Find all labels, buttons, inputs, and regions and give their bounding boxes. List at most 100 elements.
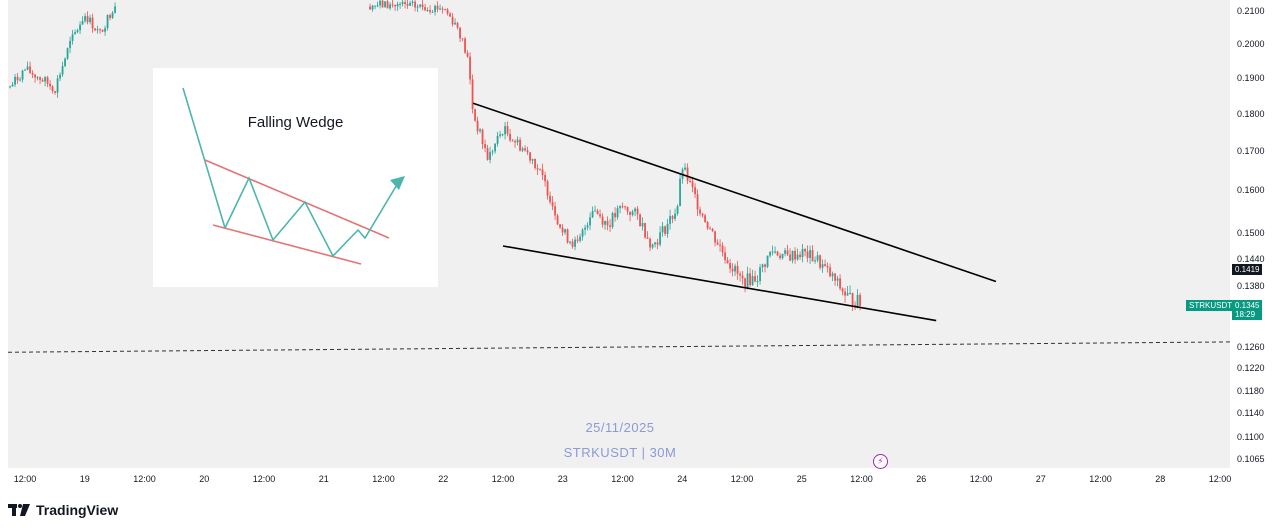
watermark-date: 25/11/2025 bbox=[585, 420, 655, 435]
candle-body bbox=[821, 264, 824, 268]
candle-body bbox=[766, 255, 769, 267]
candle-body bbox=[414, 1, 416, 8]
candle-body bbox=[404, 2, 406, 5]
candle-body bbox=[604, 220, 606, 225]
price-tick-label: 0.1260 bbox=[1237, 342, 1265, 352]
candle-body bbox=[629, 211, 631, 215]
candle-body bbox=[749, 273, 751, 286]
candle-body bbox=[526, 150, 529, 153]
time-tick-label: 27 bbox=[1036, 474, 1046, 484]
price-tick-label: 0.2100 bbox=[1237, 6, 1265, 16]
candle-body bbox=[666, 223, 669, 234]
candle-body bbox=[571, 241, 574, 247]
candle-body bbox=[46, 77, 49, 84]
price-axis[interactable] bbox=[1230, 0, 1280, 488]
time-tick-label: 21 bbox=[319, 474, 329, 484]
candle-body bbox=[91, 17, 94, 29]
candle-body bbox=[516, 139, 519, 143]
candle-body bbox=[421, 4, 424, 8]
candle-body bbox=[579, 236, 581, 241]
candle-body bbox=[859, 294, 861, 306]
candle-body bbox=[634, 208, 636, 212]
candle-body bbox=[744, 278, 746, 288]
candle-body bbox=[9, 86, 11, 88]
candle-body bbox=[486, 148, 489, 160]
wedge-zigzag bbox=[224, 175, 402, 258]
candle-body bbox=[71, 34, 74, 41]
candle-body bbox=[564, 229, 566, 233]
candle-body bbox=[809, 250, 811, 258]
candle-body bbox=[576, 239, 579, 241]
candle-body bbox=[826, 265, 829, 268]
candle-body bbox=[756, 281, 759, 283]
candle-body bbox=[379, 0, 381, 6]
candle-body bbox=[856, 294, 859, 308]
price-tick-label: 0.1065 bbox=[1237, 454, 1265, 464]
candle-body bbox=[434, 5, 436, 12]
candle-body bbox=[386, 1, 389, 9]
time-tick-label: 12:00 bbox=[731, 474, 754, 484]
candle-body bbox=[64, 58, 66, 67]
lightning-icon[interactable]: ⚡ bbox=[873, 454, 888, 469]
time-tick-label: 22 bbox=[438, 474, 448, 484]
candle-body bbox=[689, 180, 691, 182]
candle-body bbox=[524, 148, 526, 151]
candle-body bbox=[716, 242, 719, 245]
price-tick-label: 0.1180 bbox=[1237, 386, 1264, 396]
candle-body bbox=[789, 254, 791, 261]
candle-body bbox=[416, 6, 419, 8]
candle-body bbox=[779, 255, 781, 259]
time-tick-label: 12:00 bbox=[970, 474, 993, 484]
candle-body bbox=[781, 253, 784, 259]
falling-wedge-diagram bbox=[182, 87, 405, 265]
wedge-arrow-head bbox=[390, 176, 405, 190]
candle-body bbox=[456, 22, 459, 28]
candle-body bbox=[384, 1, 386, 8]
candle-body bbox=[549, 195, 551, 203]
candle-body bbox=[586, 225, 589, 228]
candle-body bbox=[794, 250, 796, 260]
candle-body bbox=[531, 158, 534, 161]
candle-body bbox=[694, 187, 696, 195]
last-price-value: 0.1345 bbox=[1235, 301, 1260, 310]
candle-body bbox=[534, 158, 536, 169]
candle-body bbox=[391, 4, 394, 6]
wedge-upper-line bbox=[204, 159, 390, 239]
candle-body bbox=[601, 216, 604, 225]
candle-body bbox=[746, 273, 749, 288]
candle-body bbox=[19, 79, 21, 81]
falling-wedge-inset: Falling Wedge bbox=[153, 68, 438, 287]
price-tick-label: 0.1140 bbox=[1237, 408, 1264, 418]
time-axis[interactable] bbox=[8, 468, 1230, 488]
candle-body bbox=[841, 288, 844, 292]
time-tick-label: 12:00 bbox=[14, 474, 37, 484]
candle-body bbox=[596, 210, 599, 215]
candle-body bbox=[439, 8, 441, 10]
candle-body bbox=[504, 126, 506, 135]
candle-body bbox=[676, 206, 679, 214]
last-price-badge: 0.1345 18:29 bbox=[1232, 300, 1263, 320]
symbol-badge-label: STRKUSDT bbox=[1189, 301, 1233, 310]
candle-body bbox=[784, 250, 786, 254]
candle-body bbox=[591, 211, 594, 218]
tradingview-logo[interactable]: TradingView bbox=[8, 500, 118, 520]
time-tick-label: 24 bbox=[677, 474, 687, 484]
candle-body bbox=[44, 77, 46, 82]
candle-body bbox=[659, 232, 661, 245]
candle-body bbox=[799, 254, 801, 258]
candle-body bbox=[599, 214, 601, 217]
candle-body bbox=[106, 15, 109, 29]
price-tick-label: 0.1900 bbox=[1237, 73, 1265, 83]
wedge-entry-line bbox=[182, 87, 226, 229]
candle-body bbox=[731, 268, 734, 272]
candle-body bbox=[464, 38, 466, 53]
candle-body bbox=[761, 264, 764, 268]
watermark-symbol: STRKUSDT | 30M bbox=[563, 445, 677, 460]
candle-body bbox=[461, 38, 464, 40]
candle-body bbox=[616, 208, 619, 218]
tradingview-logo-icon bbox=[8, 504, 30, 516]
candle-body bbox=[374, 5, 376, 7]
candle-body bbox=[606, 220, 609, 226]
candle-body bbox=[654, 242, 656, 245]
candle-body bbox=[401, 2, 404, 5]
